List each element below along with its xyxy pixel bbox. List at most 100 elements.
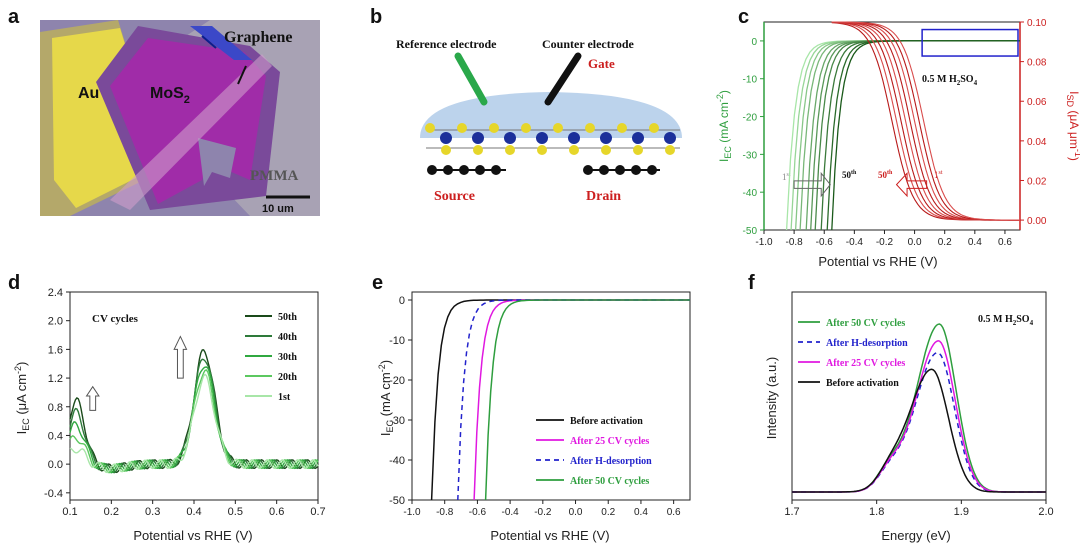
chart-c-xtick-label: 0.2 <box>938 237 952 248</box>
chart-e-legend-label: Before activation <box>570 416 643 427</box>
chart-d-series-line <box>69 369 319 474</box>
chart-d-xtick-label: 0.4 <box>186 506 201 518</box>
chart-c-xtick-label: 0.4 <box>968 237 982 248</box>
chart-e-legend-label: After H-desorption <box>570 456 652 467</box>
chart-c-ytick-left-label: 0 <box>751 37 757 48</box>
chart-d-legend-label: 30th <box>278 352 297 363</box>
reference-electrode <box>454 52 488 106</box>
chart-c-xtick-label: -0.2 <box>876 237 894 248</box>
chart-d-legend-label: 20th <box>278 372 297 383</box>
graphene-drain-contact <box>583 165 660 175</box>
gate-label: Gate <box>588 56 615 71</box>
chart-e-ytick-label: -10 <box>389 335 405 347</box>
chart-c-ytick-left-label: -10 <box>743 75 758 86</box>
chart-d-up-arrow-1 <box>85 385 100 411</box>
panel-b-schematic: Reference electrode Counter electrode Ga… <box>396 37 682 204</box>
chart-d-legend-label: 50th <box>278 312 297 323</box>
chart-c-sd-curve <box>831 21 1020 221</box>
chart-e-series-line <box>430 299 690 501</box>
chart-f-solution-label: 0.5 M H2SO4 <box>978 314 1034 327</box>
chart-c-xtick-label: -0.6 <box>816 237 834 248</box>
chart-c-arrow-green <box>793 171 831 198</box>
chart-c-ann-1-green: 1st <box>782 172 791 182</box>
chart-d-legend-label: 40th <box>278 332 297 343</box>
mos2-lattice <box>425 123 680 155</box>
chart-f-xtick-label: 1.7 <box>784 506 799 518</box>
chart-c-sd-curve <box>831 21 1020 221</box>
chart-d-ytick-label: 0.8 <box>48 402 63 414</box>
chart-d-series-line <box>69 373 319 474</box>
chart-d-xtick-label: 0.1 <box>62 506 77 518</box>
chart-e-series-line <box>457 299 690 501</box>
chart-d: IEC (μA cm-2) Potential vs RHE (V) CV cy… <box>13 287 326 543</box>
chart-c-xtick-label: 0.6 <box>998 237 1012 248</box>
chart-f-xtick-label: 1.9 <box>954 506 969 518</box>
chart-c-xtick-label: -0.4 <box>846 237 864 248</box>
chart-d-ytick-label: 2.0 <box>48 316 63 328</box>
chart-c-sd-curve <box>831 22 1020 221</box>
chart-f-xtick-label: 1.8 <box>869 506 884 518</box>
pmma-label: PMMA <box>250 168 298 184</box>
panel-c-label: c <box>738 6 750 28</box>
chart-e-xtick-label: 0.2 <box>601 507 615 518</box>
chart-c-xtick-label: -0.8 <box>786 237 804 248</box>
chart-e-xtick-label: -1.0 <box>403 507 421 518</box>
chart-e-ytick-label: -40 <box>389 455 405 467</box>
chart-d-ytick-label: -0.4 <box>44 488 63 500</box>
chart-e-xtick-label: -0.8 <box>436 507 454 518</box>
panel-f-label: f <box>748 272 755 294</box>
chart-e-legend-label: After 50 CV cycles <box>570 476 649 487</box>
chart-c-ytick-right-label: 0.02 <box>1027 176 1047 187</box>
chart-d-ytick-label: 0.4 <box>48 430 63 442</box>
chart-c-ytick-left-label: -40 <box>743 188 758 199</box>
chart-c-ec-curve <box>831 40 1020 231</box>
chart-c-solution-label: 0.5 M H2SO4 <box>922 74 978 87</box>
scale-bar-label: 10 um <box>262 203 294 215</box>
panel-e-label: e <box>372 272 384 294</box>
chart-c-arrow-red <box>895 172 928 198</box>
chart-e-xtick-label: -0.6 <box>469 507 487 518</box>
chart-f-series-line <box>792 323 1046 493</box>
chart-c-sd-curve <box>831 21 1020 221</box>
panel-b-label: b <box>370 6 383 28</box>
chart-e-xtick-label: 0.6 <box>667 507 681 518</box>
chart-d-ytick-label: 0.0 <box>48 459 63 471</box>
chart-f-legend-label: After H-desorption <box>826 338 908 349</box>
panel-d-label: d <box>8 272 21 294</box>
chart-d-xtick-label: 0.5 <box>228 506 243 518</box>
chart-c-ytick-right-label: 0.08 <box>1027 58 1047 69</box>
chart-c-ytick-right-label: 0.04 <box>1027 137 1047 148</box>
chart-e-xlabel: Potential vs RHE (V) <box>490 528 609 543</box>
chart-c-ytick-right-label: 0.10 <box>1027 18 1047 29</box>
chart-f-legend-label: After 25 CV cycles <box>826 358 905 369</box>
chart-f-series-line <box>792 368 1046 493</box>
chart-e-series-line <box>484 299 690 501</box>
chart-e-xtick-label: -0.2 <box>534 507 552 518</box>
chart-e-ytick-label: 0 <box>399 295 405 307</box>
chart-c-ec-curve <box>790 40 1020 231</box>
chart-d-ytick-label: 1.2 <box>48 373 63 385</box>
chart-d-ytick-label: 2.4 <box>48 287 63 299</box>
chart-c-xtick-label: -1.0 <box>755 237 773 248</box>
chart-d-xtick-label: 0.2 <box>104 506 119 518</box>
chart-c-ec-curve <box>826 40 1020 231</box>
mos2-label: MoS2 <box>150 85 190 106</box>
chart-c-sd-curve <box>831 21 1020 221</box>
chart-c: IEC (mA cm-2) ISD (μA μm-1) Potential vs… <box>715 18 1080 269</box>
chart-e-xtick-label: -0.4 <box>502 507 520 518</box>
drain-label: Drain <box>586 189 621 204</box>
reference-electrode-label: Reference electrode <box>396 37 497 51</box>
chart-e-xtick-label: 0.0 <box>569 507 583 518</box>
chart-f-series-line <box>792 351 1046 493</box>
chart-e-frame <box>411 291 691 501</box>
chart-c-sd-curve <box>831 21 1020 221</box>
chart-c-ylabel-left: IEC (mA cm-2) <box>715 90 733 162</box>
counter-electrode <box>544 52 582 106</box>
chart-f-legend-label: Before activation <box>826 378 899 389</box>
chart-d-ylabel: IEC (μA cm-2) <box>13 362 31 435</box>
chart-d-xtick-label: 0.6 <box>269 506 284 518</box>
chart-c-ann-50-red: 50th <box>878 170 893 180</box>
chart-e-ytick-label: -20 <box>389 375 405 387</box>
chart-f-frame <box>791 291 1047 501</box>
chart-d-xlabel: Potential vs RHE (V) <box>133 528 252 543</box>
